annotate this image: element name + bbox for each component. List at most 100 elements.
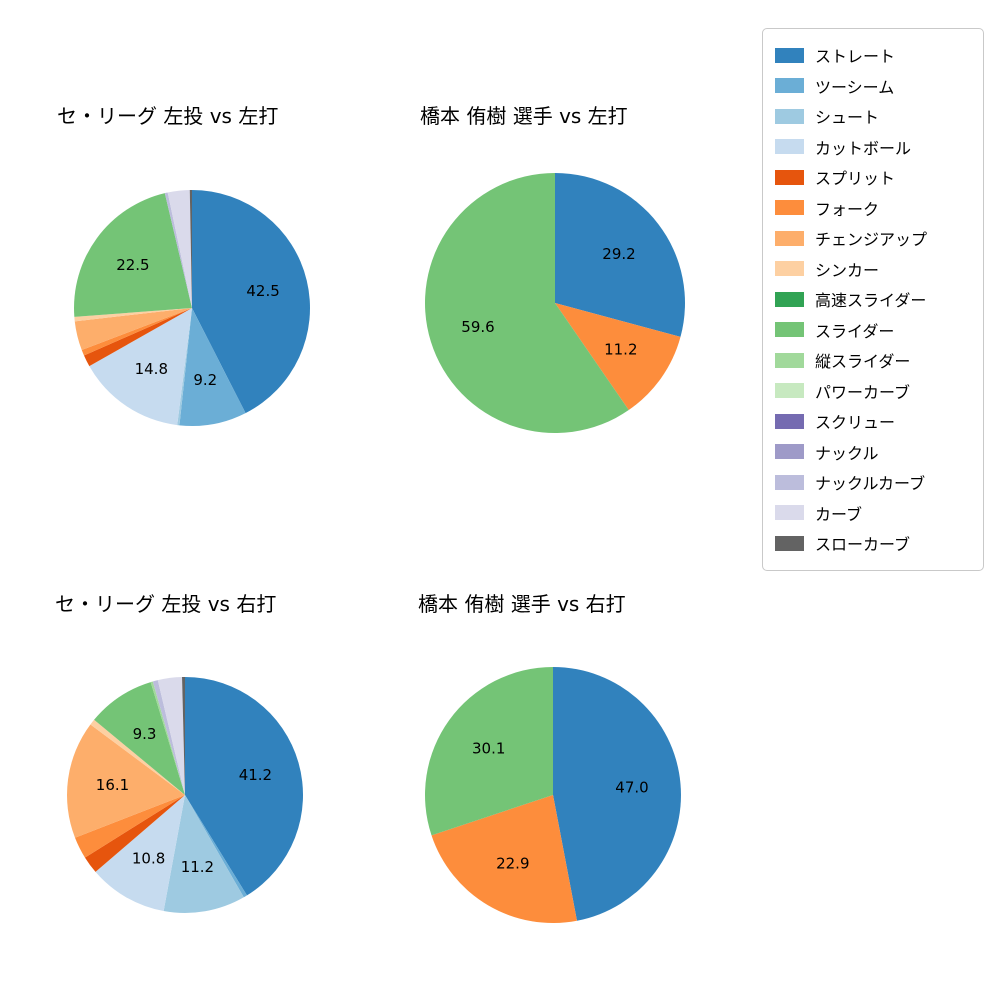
pie-chart-player-vs-right: 47.0 22.9 30.1 xyxy=(425,667,681,923)
pie-slice-label: 41.2 xyxy=(239,766,272,784)
legend-swatch xyxy=(775,169,804,185)
legend-swatch xyxy=(775,413,804,429)
pie-slice-label: 59.6 xyxy=(461,318,494,336)
pie-slice xyxy=(95,795,185,912)
legend-swatch xyxy=(775,474,804,490)
pie-slice-label: 16.1 xyxy=(96,776,129,794)
pie-slice xyxy=(74,308,192,351)
legend-item: シュート xyxy=(775,101,971,132)
pie-slice xyxy=(74,308,192,322)
pie-slice-label: 14.8 xyxy=(135,360,168,378)
legend-swatch xyxy=(775,78,804,94)
pie-slice xyxy=(150,681,185,795)
pie-slice xyxy=(192,190,311,414)
legend-item: カットボール xyxy=(775,132,971,163)
legend-label: カーブ xyxy=(815,504,863,524)
legend-label: パワーカーブ xyxy=(815,382,911,402)
legend-item: スローカーブ xyxy=(775,528,971,559)
legend-item: チェンジアップ xyxy=(775,223,971,254)
legend-label: シンカー xyxy=(815,260,880,280)
pie-slice-label: 11.2 xyxy=(604,341,637,359)
legend-label: スライダー xyxy=(815,321,895,341)
legend-swatch xyxy=(775,535,804,551)
legend-label: チェンジアップ xyxy=(815,230,928,250)
pie-slice xyxy=(94,682,185,795)
legend-label: 高速スライダー xyxy=(815,291,927,311)
legend-swatch xyxy=(775,505,804,521)
legend-swatch xyxy=(775,322,804,338)
legend-item: ナックルカーブ xyxy=(775,467,971,498)
pie-chart-league-vs-right: 41.2 11.2 10.8 16.1 9.3 xyxy=(67,677,304,914)
legend-label: 縦スライダー xyxy=(815,352,911,372)
pie-slice xyxy=(189,189,192,308)
pie-slice-label: 47.0 xyxy=(615,779,648,797)
legend-item: 高速スライダー xyxy=(775,284,971,315)
pie-slice xyxy=(164,192,192,308)
pie-slice xyxy=(89,308,192,426)
legend-swatch xyxy=(775,444,804,460)
legend-item: フォーク xyxy=(775,193,971,224)
pie-slice xyxy=(179,308,246,427)
legend-label: フォーク xyxy=(815,199,880,219)
pie-slice xyxy=(90,719,185,795)
legend-label: スクリュー xyxy=(815,413,896,433)
legend-label: ナックル xyxy=(815,443,879,463)
pie-slice-label: 22.5 xyxy=(116,256,149,274)
legend-item: パワーカーブ xyxy=(775,376,971,407)
pie-slice xyxy=(553,667,681,921)
legend-item: スライダー xyxy=(775,315,971,346)
pie-slice xyxy=(555,173,686,337)
pie-chart-player-vs-left: 29.2 11.2 59.6 xyxy=(424,173,686,433)
legend-label: スローカーブ xyxy=(815,535,911,555)
legend-swatch xyxy=(775,108,804,124)
pie-slice xyxy=(157,677,185,795)
legend-item: ナックル xyxy=(775,437,971,468)
pie-slice xyxy=(185,677,304,896)
chart-title-player-vs-left: 橋本 侑樹 選手 vs 左打 xyxy=(420,104,628,128)
legend-swatch xyxy=(775,352,804,368)
legend-swatch xyxy=(775,291,804,307)
legend-label: ストレート xyxy=(815,47,896,67)
pie-slice-label: 30.1 xyxy=(472,740,505,758)
pie-slice-label: 9.2 xyxy=(193,371,217,389)
legend-item: カーブ xyxy=(775,498,971,529)
legend-item: スプリット xyxy=(775,162,971,193)
legend-label: スプリット xyxy=(815,169,896,189)
pie-slice-label: 22.9 xyxy=(496,854,529,872)
legend-swatch xyxy=(775,383,804,399)
pie-slice xyxy=(152,680,185,795)
legend-swatch xyxy=(775,139,804,155)
pie-chart-league-vs-left: 42.5 9.2 14.8 22.5 xyxy=(74,189,311,427)
legend-item: ツーシーム xyxy=(775,71,971,102)
legend-item: スクリュー xyxy=(775,406,971,437)
pie-slice xyxy=(182,677,185,795)
pie-slice-label: 9.3 xyxy=(133,725,157,743)
legend-swatch xyxy=(775,47,804,63)
legend-swatch xyxy=(775,200,804,216)
pie-slice xyxy=(81,308,192,356)
pie-slice xyxy=(424,173,629,433)
pie-slice-label: 29.2 xyxy=(602,245,635,263)
legend-item: ストレート xyxy=(775,40,971,71)
pie-slice xyxy=(177,308,192,426)
legend: ストレートツーシームシュートカットボール スプリットフォークチェンジアップ シンカー… xyxy=(762,28,984,571)
legend-item: 縦スライダー xyxy=(775,345,971,376)
legend-item: シンカー xyxy=(775,254,971,285)
pie-slice xyxy=(84,308,192,367)
legend-label: ナックルカーブ xyxy=(815,474,926,494)
pie-slice xyxy=(67,724,185,838)
legend-label: シュート xyxy=(815,108,880,128)
pie-slice xyxy=(167,190,192,308)
pie-slice-label: 42.5 xyxy=(246,282,279,300)
chart-title-league-vs-left: セ・リーグ 左投 vs 左打 xyxy=(57,104,279,128)
pie-slice xyxy=(74,193,192,317)
pie-slice xyxy=(425,667,553,836)
legend-label: ツーシーム xyxy=(815,77,895,97)
pie-slice xyxy=(555,303,681,411)
chart-title-player-vs-right: 橋本 侑樹 選手 vs 右打 xyxy=(418,592,626,616)
pie-slice-label: 10.8 xyxy=(132,849,165,867)
pie-slice xyxy=(431,795,577,923)
pie-slice xyxy=(163,795,244,914)
legend-label: カットボール xyxy=(815,138,912,158)
